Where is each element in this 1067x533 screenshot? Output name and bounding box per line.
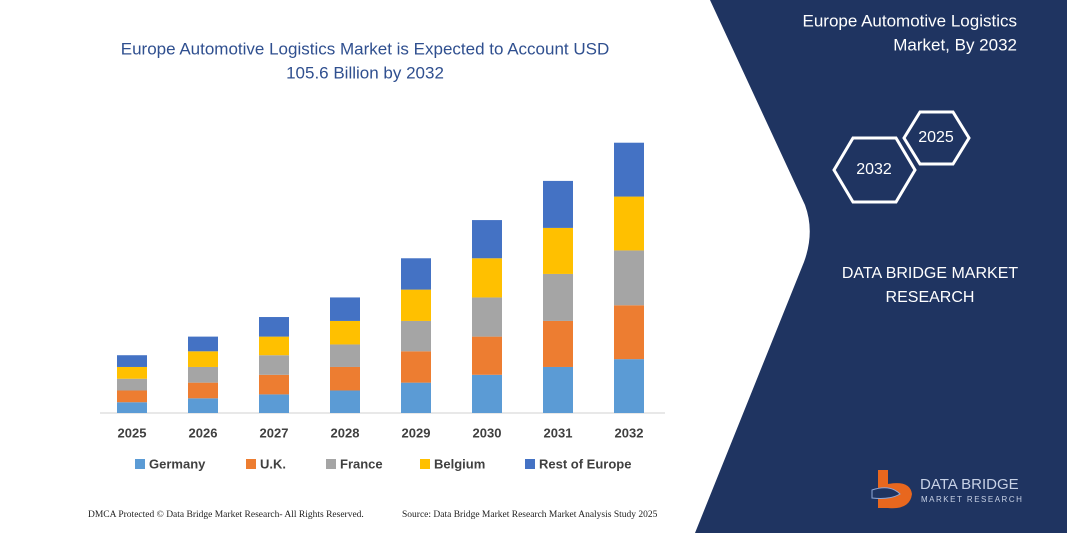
bar-segment	[117, 355, 147, 367]
x-tick-label: 2029	[402, 425, 431, 440]
bar-segment	[330, 344, 360, 367]
bar-segment	[330, 390, 360, 413]
logo-text: MARKET RESEARCH	[921, 495, 1023, 504]
bar-segment	[614, 196, 644, 251]
bar-segment	[401, 289, 431, 321]
footer-source: Source: Data Bridge Market Research Mark…	[402, 510, 658, 520]
hexagon-label: 2025	[918, 129, 954, 146]
bar-segment	[117, 390, 147, 403]
legend-label: Rest of Europe	[539, 456, 631, 471]
legend-swatch	[135, 459, 145, 469]
hexagon-label: 2032	[856, 161, 892, 178]
bar-segment	[472, 336, 502, 375]
bar-segment	[401, 320, 431, 352]
bar-segment	[614, 142, 644, 197]
bar-segment	[330, 297, 360, 321]
bar-segment	[188, 382, 218, 399]
bar-segment	[188, 366, 218, 383]
x-tick-label: 2030	[473, 425, 502, 440]
bar-segment	[614, 305, 644, 360]
bar-segment	[259, 374, 289, 395]
bar-segment	[259, 355, 289, 375]
bar-segment	[543, 180, 573, 228]
legend-swatch	[326, 459, 336, 469]
brand: RESEARCH	[886, 289, 975, 306]
bar-segment	[188, 336, 218, 352]
side-panel	[695, 0, 1067, 533]
bar-segment	[401, 351, 431, 383]
legend-label: Germany	[149, 456, 206, 471]
x-tick-label: 2025	[118, 425, 147, 440]
bar-segment	[543, 273, 573, 321]
legend-label: Belgium	[434, 456, 485, 471]
bar-segment	[401, 382, 431, 413]
panel-title: Market, By 2032	[893, 35, 1017, 54]
bar-segment	[543, 366, 573, 413]
x-tick-label: 2028	[331, 425, 360, 440]
bar-segment	[330, 366, 360, 391]
bar-segment	[117, 378, 147, 391]
bar-segment	[543, 320, 573, 367]
legend-label: France	[340, 456, 383, 471]
bar-segment	[259, 394, 289, 413]
chart-title: Europe Automotive Logistics Market is Ex…	[121, 39, 610, 58]
bar-segment	[472, 297, 502, 337]
bar-segment	[543, 227, 573, 274]
legend-label: U.K.	[260, 456, 286, 471]
bar-segment	[259, 336, 289, 356]
chart-title: 105.6 Billion by 2032	[286, 63, 444, 82]
legend-swatch	[525, 459, 535, 469]
logo-mark	[871, 487, 901, 499]
x-tick-label: 2027	[260, 425, 289, 440]
bar-segment	[472, 220, 502, 259]
hexagon	[832, 136, 917, 204]
bar-segment	[401, 258, 431, 290]
bar-segment	[117, 402, 147, 413]
bar-segment	[614, 250, 644, 306]
hexagon	[902, 110, 971, 166]
x-tick-label: 2026	[189, 425, 218, 440]
bar-segment	[472, 258, 502, 298]
bar-segment	[117, 366, 147, 379]
legend-swatch	[420, 459, 430, 469]
bar-segment	[188, 351, 218, 367]
bar-segment	[259, 317, 289, 337]
footer-note: DMCA Protected © Data Bridge Market Rese…	[88, 509, 364, 520]
bar-segment	[330, 320, 360, 345]
legend-swatch	[246, 459, 256, 469]
logo-text: DATA BRIDGE	[920, 476, 1019, 493]
x-tick-label: 2031	[544, 425, 573, 440]
bar-segment	[614, 359, 644, 413]
panel-title: Europe Automotive Logistics	[802, 11, 1017, 30]
brand: DATA BRIDGE MARKET	[842, 265, 1019, 282]
x-tick-label: 2032	[615, 425, 644, 440]
bar-segment	[188, 398, 218, 413]
bar-segment	[472, 374, 502, 413]
